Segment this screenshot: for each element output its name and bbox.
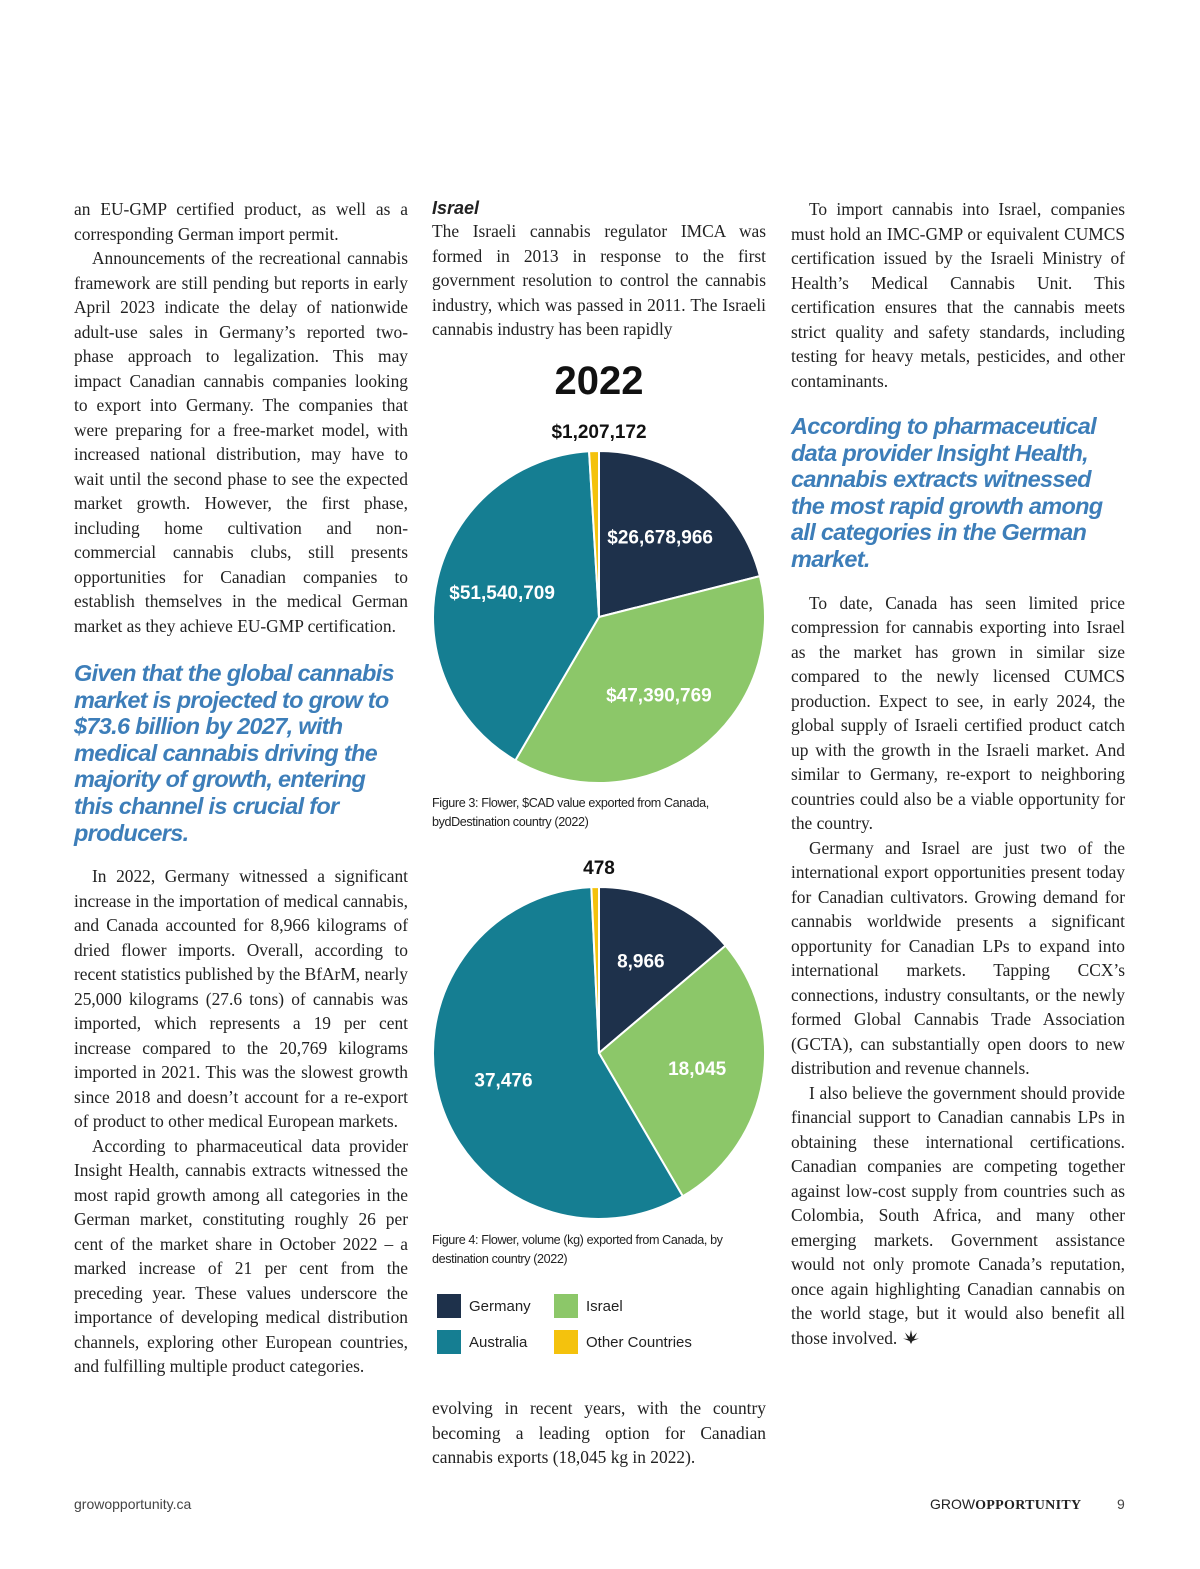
value-label: 37,476	[474, 1070, 532, 1091]
legend-swatch	[554, 1330, 578, 1354]
paragraph-text: I also believe the government should pro…	[791, 1082, 1125, 1348]
pie-slice	[590, 885, 600, 1054]
pie-slice	[598, 885, 727, 1056]
legend-item: Israel	[554, 1294, 623, 1318]
paragraph: In 2022, Germany witnessed a significant…	[74, 866, 408, 1132]
legend-swatch	[554, 1294, 578, 1318]
legend-label: Other Countries	[586, 1333, 692, 1351]
paragraph: Germany and Israel are just two of the i…	[791, 837, 1125, 1079]
figure-caption: Figure 4: Flower, volume (kg) exported f…	[432, 1233, 723, 1266]
legend-label: Germany	[469, 1297, 531, 1315]
footer-brand: GROWOPPORTUNITY	[930, 1496, 1081, 1514]
paragraph: evolving in recent years, with the count…	[432, 1398, 766, 1467]
legend-swatch	[437, 1294, 461, 1318]
column-2-bottom: evolving in recent years, with the count…	[432, 1396, 766, 1470]
pie-slice	[598, 449, 762, 619]
legend-item: Germany	[437, 1294, 531, 1318]
leaf-icon	[902, 1329, 919, 1344]
paragraph: To date, Canada has seen limited price c…	[791, 592, 1125, 834]
column-1: an EU-GMP certified product, as well as …	[74, 197, 408, 1379]
column-2-top: Israel The Israeli cannabis regulator IM…	[432, 197, 766, 342]
figure-caption: Figure 3: Flower, $CAD value exported fr…	[432, 796, 709, 829]
charts: 2022 $26,678,966 $47,390,769 $51,540,709 $1,…	[432, 359, 766, 1220]
page-number: 9	[1117, 1496, 1125, 1512]
value-label: 8,966	[617, 952, 665, 973]
footer-site: growopportunity.ca	[74, 1496, 192, 1512]
value-label: $1,207,172	[551, 422, 646, 443]
legend-label: Australia	[469, 1333, 528, 1351]
paragraph: I also believe the government should pro…	[791, 1081, 1125, 1351]
legend-item: Australia	[437, 1330, 527, 1354]
value-label: 478	[583, 858, 615, 879]
brand-light: GROW	[930, 1496, 976, 1512]
paragraph: The Israeli cannabis regulator IMCA was …	[432, 221, 766, 339]
paragraph: To import cannabis into Israel, companie…	[791, 199, 1125, 391]
paragraph: According to pharmaceutical data provide…	[74, 1135, 408, 1377]
brand-bold: OPPORTUNITY	[975, 1498, 1082, 1513]
value-label: $47,390,769	[606, 686, 712, 707]
section-heading: Israel	[432, 198, 480, 218]
value-label: $26,678,966	[607, 527, 713, 548]
pie-slice	[597, 944, 766, 1198]
paragraph: an EU-GMP certified product, as well as …	[74, 199, 408, 244]
paragraph: Announcements of the recreational cannab…	[74, 248, 408, 636]
legend-label: Israel	[586, 1297, 623, 1315]
pie-slice	[432, 886, 685, 1220]
pull-quote: According to pharmaceutical data provide…	[791, 413, 1103, 572]
pull-quote: Given that the global cannabis market is…	[74, 660, 395, 846]
chart-title: 2022	[555, 359, 644, 403]
pie-slice	[432, 450, 601, 762]
legend-swatch	[437, 1330, 461, 1354]
pie-slice	[513, 574, 766, 784]
legend-item: Other Countries	[554, 1330, 692, 1354]
pie-slice	[588, 449, 600, 618]
value-label: $51,540,709	[449, 583, 555, 604]
column-3: To import cannabis into Israel, companie…	[791, 197, 1125, 1350]
value-label: 18,045	[668, 1059, 727, 1080]
